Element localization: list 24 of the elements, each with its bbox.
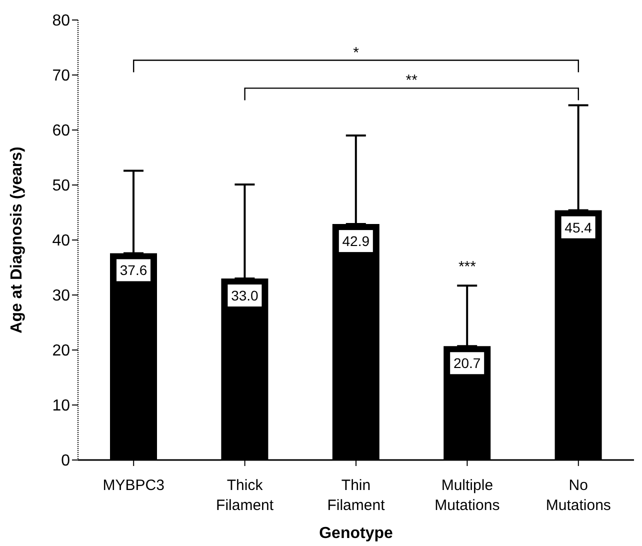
data-label: 42.9 [342, 233, 370, 250]
y-tick-label: 70 [52, 68, 70, 85]
annotation: ** [406, 72, 418, 90]
data-label: 33.0 [231, 288, 259, 304]
x-tick-label: MYBPC3 [102, 477, 164, 494]
y-tick-label: 40 [52, 232, 70, 250]
y-tick-label: 80 [52, 12, 70, 30]
x-axis-title: Genotype [319, 525, 393, 542]
x-tick-label: No Mutations [546, 477, 611, 514]
annotation: * [353, 44, 360, 62]
y-axis-title: Age at Diagnosis (years) [8, 146, 26, 334]
annotation: *** [458, 258, 476, 276]
y-tick-label: 0 [61, 452, 70, 470]
data-label: 45.4 [564, 219, 592, 236]
y-tick-label: 60 [52, 122, 70, 140]
x-tick-label: Thick Filament [216, 477, 274, 514]
x-tick-label: Thin Filament [327, 477, 386, 514]
x-tick-label: Multiple Mutations [434, 477, 500, 514]
y-tick-label: 30 [52, 288, 70, 305]
data-label: 20.7 [453, 355, 481, 372]
y-tick-label: 10 [52, 398, 70, 415]
data-label: 37.6 [120, 262, 148, 278]
y-tick-label: 20 [52, 342, 70, 360]
y-tick-label: 50 [52, 178, 70, 195]
